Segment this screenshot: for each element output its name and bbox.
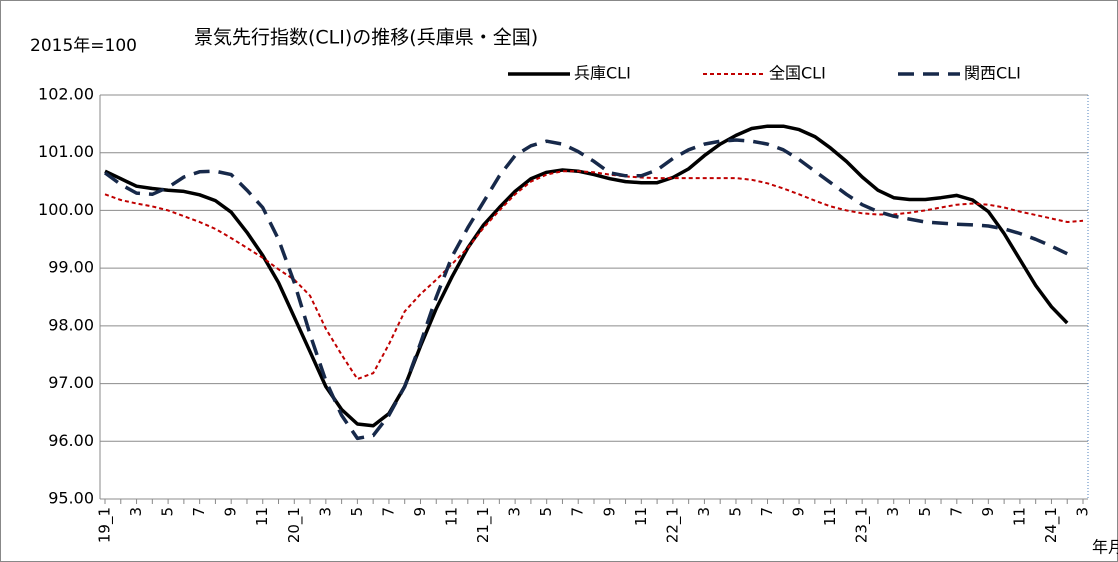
x-tick-label: 9 <box>600 507 618 517</box>
x-tick-label: 23_1 <box>853 507 872 543</box>
x-tick-label: 3 <box>1074 507 1092 517</box>
y-tick-label: 98.00 <box>48 315 94 334</box>
x-tick-label: 7 <box>569 507 587 517</box>
x-tick-label: 24_1 <box>1042 507 1061 543</box>
x-tick-label: 11 <box>632 507 650 526</box>
x-tick-label: 5 <box>726 507 744 517</box>
x-tick-label: 21_1 <box>474 507 493 543</box>
x-tick-label: 3 <box>884 507 902 517</box>
x-tick-label: 5 <box>537 507 555 517</box>
x-tick-label: 20_1 <box>285 507 304 543</box>
x-tick-label: 3 <box>506 507 524 517</box>
legend-label: 全国CLI <box>769 64 826 83</box>
y-tick-label: 97.00 <box>48 373 94 392</box>
x-tick-label: 5 <box>348 507 366 517</box>
chart-title: 景気先行指数(CLI)の推移(兵庫県・全国) <box>194 27 538 49</box>
y-tick-label: 99.00 <box>48 258 94 277</box>
x-tick-label: 7 <box>379 507 397 517</box>
x-tick-label: 11 <box>443 507 461 526</box>
x-tick-label: 7 <box>190 507 208 517</box>
x-axis-label: 年月 <box>1092 538 1118 557</box>
x-tick-label: 9 <box>222 507 240 517</box>
x-tick-label: 3 <box>127 507 145 517</box>
x-tick-label: 5 <box>916 507 934 517</box>
x-tick-label: 9 <box>411 507 429 517</box>
x-tick-label: 3 <box>316 507 334 517</box>
x-tick-label: 22_1 <box>663 507 682 543</box>
x-tick-label: 11 <box>1010 507 1028 526</box>
y-tick-label: 96.00 <box>48 431 94 450</box>
series-line <box>103 138 1068 441</box>
series-line <box>104 124 1069 428</box>
x-tick-label: 11 <box>253 507 271 526</box>
y-tick-label: 95.00 <box>48 489 94 508</box>
x-tick-label: 19_1 <box>96 507 115 543</box>
annotation: 2015年=100 <box>30 36 137 56</box>
legend-label: 関西CLI <box>964 64 1021 83</box>
x-tick-label: 7 <box>947 507 965 517</box>
legend-label: 兵庫CLI <box>574 64 631 83</box>
y-tick-label: 101.00 <box>38 142 94 161</box>
x-tick-label: 9 <box>979 507 997 517</box>
series-line <box>104 170 1084 380</box>
x-tick-label: 7 <box>758 507 776 517</box>
y-tick-label: 102.00 <box>38 85 94 104</box>
x-tick-label: 11 <box>821 507 839 526</box>
x-tick-label: 5 <box>159 507 177 517</box>
y-tick-label: 100.00 <box>38 200 94 219</box>
x-tick-label: 3 <box>695 507 713 517</box>
x-tick-label: 9 <box>790 507 808 517</box>
